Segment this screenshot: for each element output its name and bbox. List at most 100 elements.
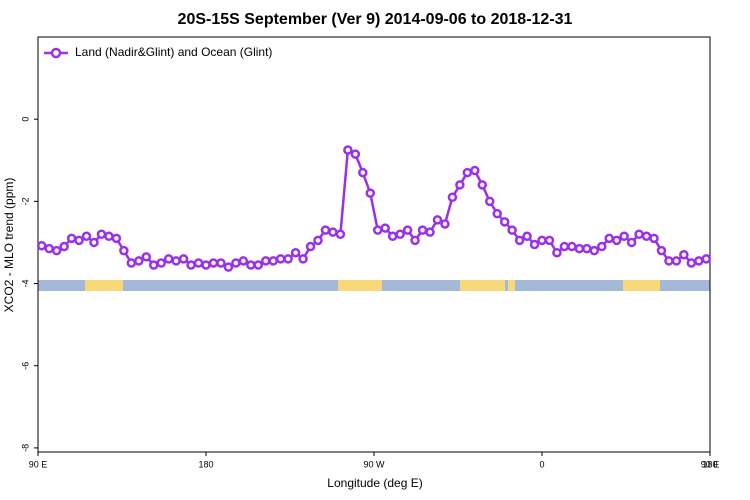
point xyxy=(417,225,428,235)
x-tick-label: 90 E xyxy=(701,459,720,469)
point xyxy=(507,225,517,235)
point xyxy=(395,229,405,239)
point xyxy=(193,258,204,268)
point xyxy=(596,241,607,252)
x-axis-label: Longitude (deg E) xyxy=(327,476,422,490)
point xyxy=(365,188,376,198)
series-line xyxy=(41,147,707,269)
point xyxy=(701,254,712,264)
land-strip xyxy=(338,280,382,291)
point xyxy=(260,256,271,266)
point xyxy=(231,258,241,268)
land-strip xyxy=(508,280,515,291)
land-strip xyxy=(623,280,660,291)
point xyxy=(208,258,219,268)
point xyxy=(104,231,114,242)
plot-frame xyxy=(37,36,711,453)
point xyxy=(447,192,458,202)
legend-label: Land (Nadir&Glint) and Ocean (Glint) xyxy=(75,45,272,59)
point xyxy=(275,254,286,264)
point xyxy=(111,233,122,244)
point xyxy=(59,241,69,252)
y-tick-label: -8 xyxy=(20,444,30,452)
x-tick-label: 0 xyxy=(539,459,544,469)
point xyxy=(641,231,652,242)
point xyxy=(163,254,174,264)
point xyxy=(44,243,54,254)
point xyxy=(358,167,368,178)
point xyxy=(81,231,92,242)
y-axis-label: XCO2 - MLO trend (ppm) xyxy=(2,178,16,313)
legend-marker xyxy=(50,47,62,59)
point xyxy=(305,241,316,252)
point xyxy=(559,241,570,252)
point xyxy=(283,254,293,264)
point xyxy=(589,245,600,256)
point xyxy=(626,237,637,248)
point xyxy=(238,256,249,266)
point xyxy=(574,243,585,254)
point xyxy=(66,233,77,244)
point xyxy=(290,247,301,258)
point xyxy=(440,219,450,229)
land-strip xyxy=(85,280,123,291)
point xyxy=(455,180,465,190)
point xyxy=(156,258,166,268)
point xyxy=(216,258,226,268)
point xyxy=(89,237,99,248)
point xyxy=(410,235,420,246)
point xyxy=(537,235,547,246)
point xyxy=(402,225,413,235)
point xyxy=(343,145,353,155)
point xyxy=(51,245,62,256)
y-tick-label: -6 xyxy=(20,362,30,370)
point xyxy=(484,196,495,207)
point xyxy=(141,252,152,262)
point xyxy=(119,245,129,256)
point xyxy=(313,235,323,246)
point xyxy=(223,262,234,272)
point xyxy=(201,260,211,270)
point xyxy=(679,250,689,260)
point xyxy=(320,225,331,235)
point xyxy=(298,254,308,264)
point xyxy=(611,235,622,246)
point xyxy=(477,180,488,190)
point xyxy=(178,254,189,264)
surface-strip xyxy=(38,280,710,291)
point xyxy=(253,260,264,270)
x-tick-label: 90 W xyxy=(363,459,385,469)
point xyxy=(656,245,667,256)
point xyxy=(186,260,196,270)
point xyxy=(619,231,629,242)
point xyxy=(246,260,256,270)
point xyxy=(492,208,502,219)
point xyxy=(462,167,473,178)
point xyxy=(649,233,659,244)
point xyxy=(148,260,159,270)
point xyxy=(664,256,674,266)
point xyxy=(335,229,346,239)
point xyxy=(96,229,107,239)
point xyxy=(470,165,480,176)
point xyxy=(425,227,435,237)
point xyxy=(634,229,644,239)
chart-title: 20S-15S September (Ver 9) 2014-09-06 to … xyxy=(178,11,573,28)
y-tick-label: 0 xyxy=(20,117,30,122)
point xyxy=(432,215,443,225)
point xyxy=(529,239,540,250)
point xyxy=(671,256,682,266)
point xyxy=(387,231,398,242)
point xyxy=(74,235,84,246)
x-tick-label: 180 xyxy=(198,459,213,469)
land-strip xyxy=(460,280,505,291)
point xyxy=(268,256,278,266)
point xyxy=(134,256,144,266)
point xyxy=(171,256,181,266)
point xyxy=(604,233,614,244)
point xyxy=(522,231,532,242)
point xyxy=(514,235,525,246)
point xyxy=(686,258,697,268)
point xyxy=(328,227,338,237)
